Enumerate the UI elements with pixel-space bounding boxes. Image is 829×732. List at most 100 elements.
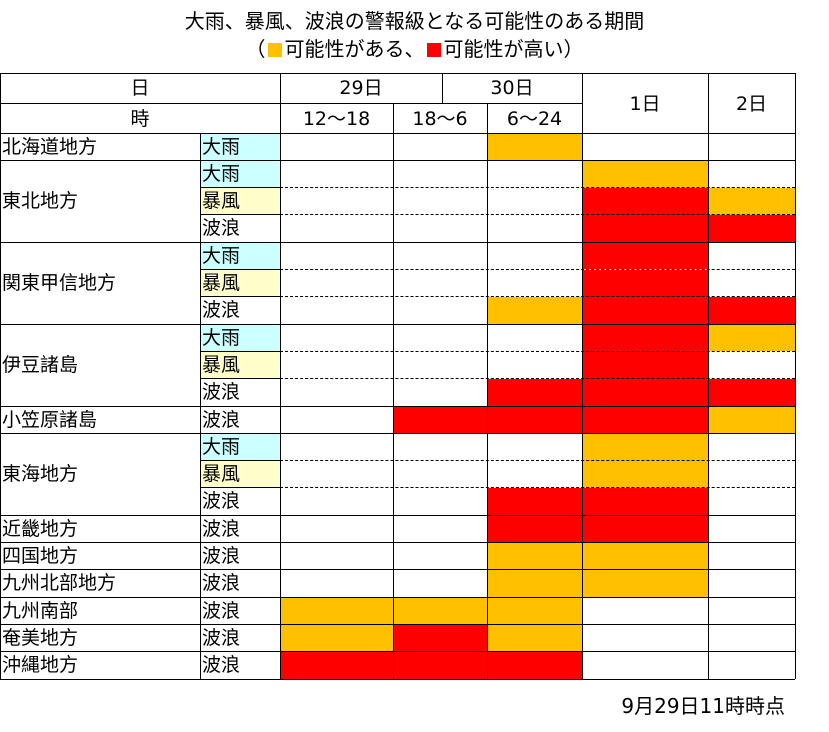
hazard-cell	[200, 269, 280, 297]
region-label: 東海地方	[2, 463, 79, 486]
high-cell	[582, 214, 708, 243]
high-cell	[582, 296, 708, 325]
hazard-label: 大雨	[202, 244, 241, 267]
possible-cell	[487, 624, 582, 652]
hazard-label: 波浪	[202, 654, 241, 677]
region-divider	[0, 596, 795, 598]
high-cell	[582, 351, 708, 379]
dashed-divider	[280, 214, 795, 216]
region-divider	[0, 651, 795, 653]
hazard-cell	[200, 351, 280, 379]
hazard-label: 波浪	[202, 490, 241, 513]
hazard-divider	[200, 296, 280, 298]
possible-cell	[708, 406, 795, 434]
high-cell	[393, 651, 487, 679]
hazard-label: 大雨	[202, 135, 241, 158]
possible-cell	[487, 542, 582, 570]
high-cell	[582, 187, 708, 215]
hazard-cell	[200, 187, 280, 215]
time-header-label: 時	[130, 108, 150, 130]
hazard-label: 波浪	[202, 408, 241, 431]
hazard-label: 波浪	[202, 517, 241, 540]
hazard-label: 波浪	[202, 299, 241, 322]
hazard-label: 波浪	[202, 545, 241, 567]
grid-line	[392, 103, 394, 679]
dashed-divider	[280, 460, 795, 462]
region-divider	[0, 623, 795, 625]
hazard-cell	[200, 242, 280, 270]
dashed-divider	[280, 487, 795, 489]
high-cell	[487, 651, 582, 679]
table-top-border	[0, 72, 795, 74]
region-label: 北海道地方	[2, 135, 98, 158]
table-right-border	[794, 73, 796, 679]
legend-open-paren: （	[245, 37, 266, 61]
hazard-cell	[200, 487, 280, 516]
hazard-cell	[200, 133, 280, 161]
day2-label: 2日	[735, 93, 768, 115]
region-divider	[0, 323, 795, 325]
hazard-label: 暴風	[202, 463, 241, 486]
page-title: 大雨、暴風、波浪の警報級となる可能性のある期間	[184, 9, 645, 33]
possible-cell	[393, 597, 487, 625]
dashed-divider	[280, 350, 795, 352]
header-bottom-border	[0, 132, 795, 134]
high-cell	[487, 378, 582, 406]
hazard-divider	[200, 187, 280, 189]
region-divider	[0, 514, 795, 516]
legend-possible-label: 可能性がある、	[284, 37, 425, 61]
region-label: 九州南部	[2, 599, 79, 622]
high-cell	[393, 624, 487, 652]
day30-label: 30日	[490, 77, 534, 99]
hazard-cell	[200, 569, 280, 598]
hazard-divider	[200, 269, 280, 270]
hazard-cell	[200, 597, 280, 625]
hazard-cell	[200, 515, 280, 543]
day1-label: 1日	[629, 93, 661, 115]
possible-cell	[487, 133, 582, 161]
grid-line	[581, 73, 583, 679]
hazard-divider	[200, 378, 280, 380]
region-divider	[0, 241, 795, 243]
hazard-cell	[200, 378, 280, 406]
hazard-label: 波浪	[202, 572, 241, 595]
possible-cell	[487, 296, 582, 325]
grid-line	[486, 103, 488, 679]
dashed-divider	[280, 269, 795, 270]
region-label: 東北地方	[2, 190, 79, 213]
day-divider	[441, 73, 443, 103]
hazard-label: 波浪	[202, 217, 241, 240]
time-slot-label: 18～6	[412, 108, 468, 130]
grid-line	[279, 73, 281, 679]
possible-cell	[582, 433, 708, 461]
hazard-cell	[200, 214, 280, 243]
region-divider	[0, 569, 795, 571]
possible-cell	[280, 624, 393, 652]
region-divider	[0, 432, 795, 434]
high-cell	[487, 515, 582, 543]
dashed-divider	[280, 378, 795, 380]
hazard-label: 波浪	[202, 599, 241, 622]
high-cell	[393, 406, 487, 434]
hazard-cell	[200, 296, 280, 325]
possible-cell	[582, 160, 708, 188]
possible-cell	[708, 187, 795, 215]
time-slot-label: 12～18	[302, 108, 371, 130]
dashed-divider	[280, 296, 795, 298]
day-header-label: 日	[130, 77, 150, 99]
hazard-label: 大雨	[202, 326, 241, 349]
high-cell	[582, 324, 708, 352]
hazard-cell	[200, 433, 280, 461]
high-cell	[708, 378, 795, 406]
high-cell	[582, 269, 708, 297]
hazard-divider	[200, 214, 280, 216]
high-cell	[582, 515, 708, 543]
hazard-cell	[200, 324, 280, 352]
hazard-label: 暴風	[202, 353, 241, 376]
region-label: 伊豆諸島	[2, 354, 79, 377]
high-cell	[582, 406, 708, 434]
hazard-cell	[200, 651, 280, 679]
grid-line	[707, 73, 709, 679]
header-divider	[0, 102, 582, 104]
hazard-cell	[200, 542, 280, 570]
